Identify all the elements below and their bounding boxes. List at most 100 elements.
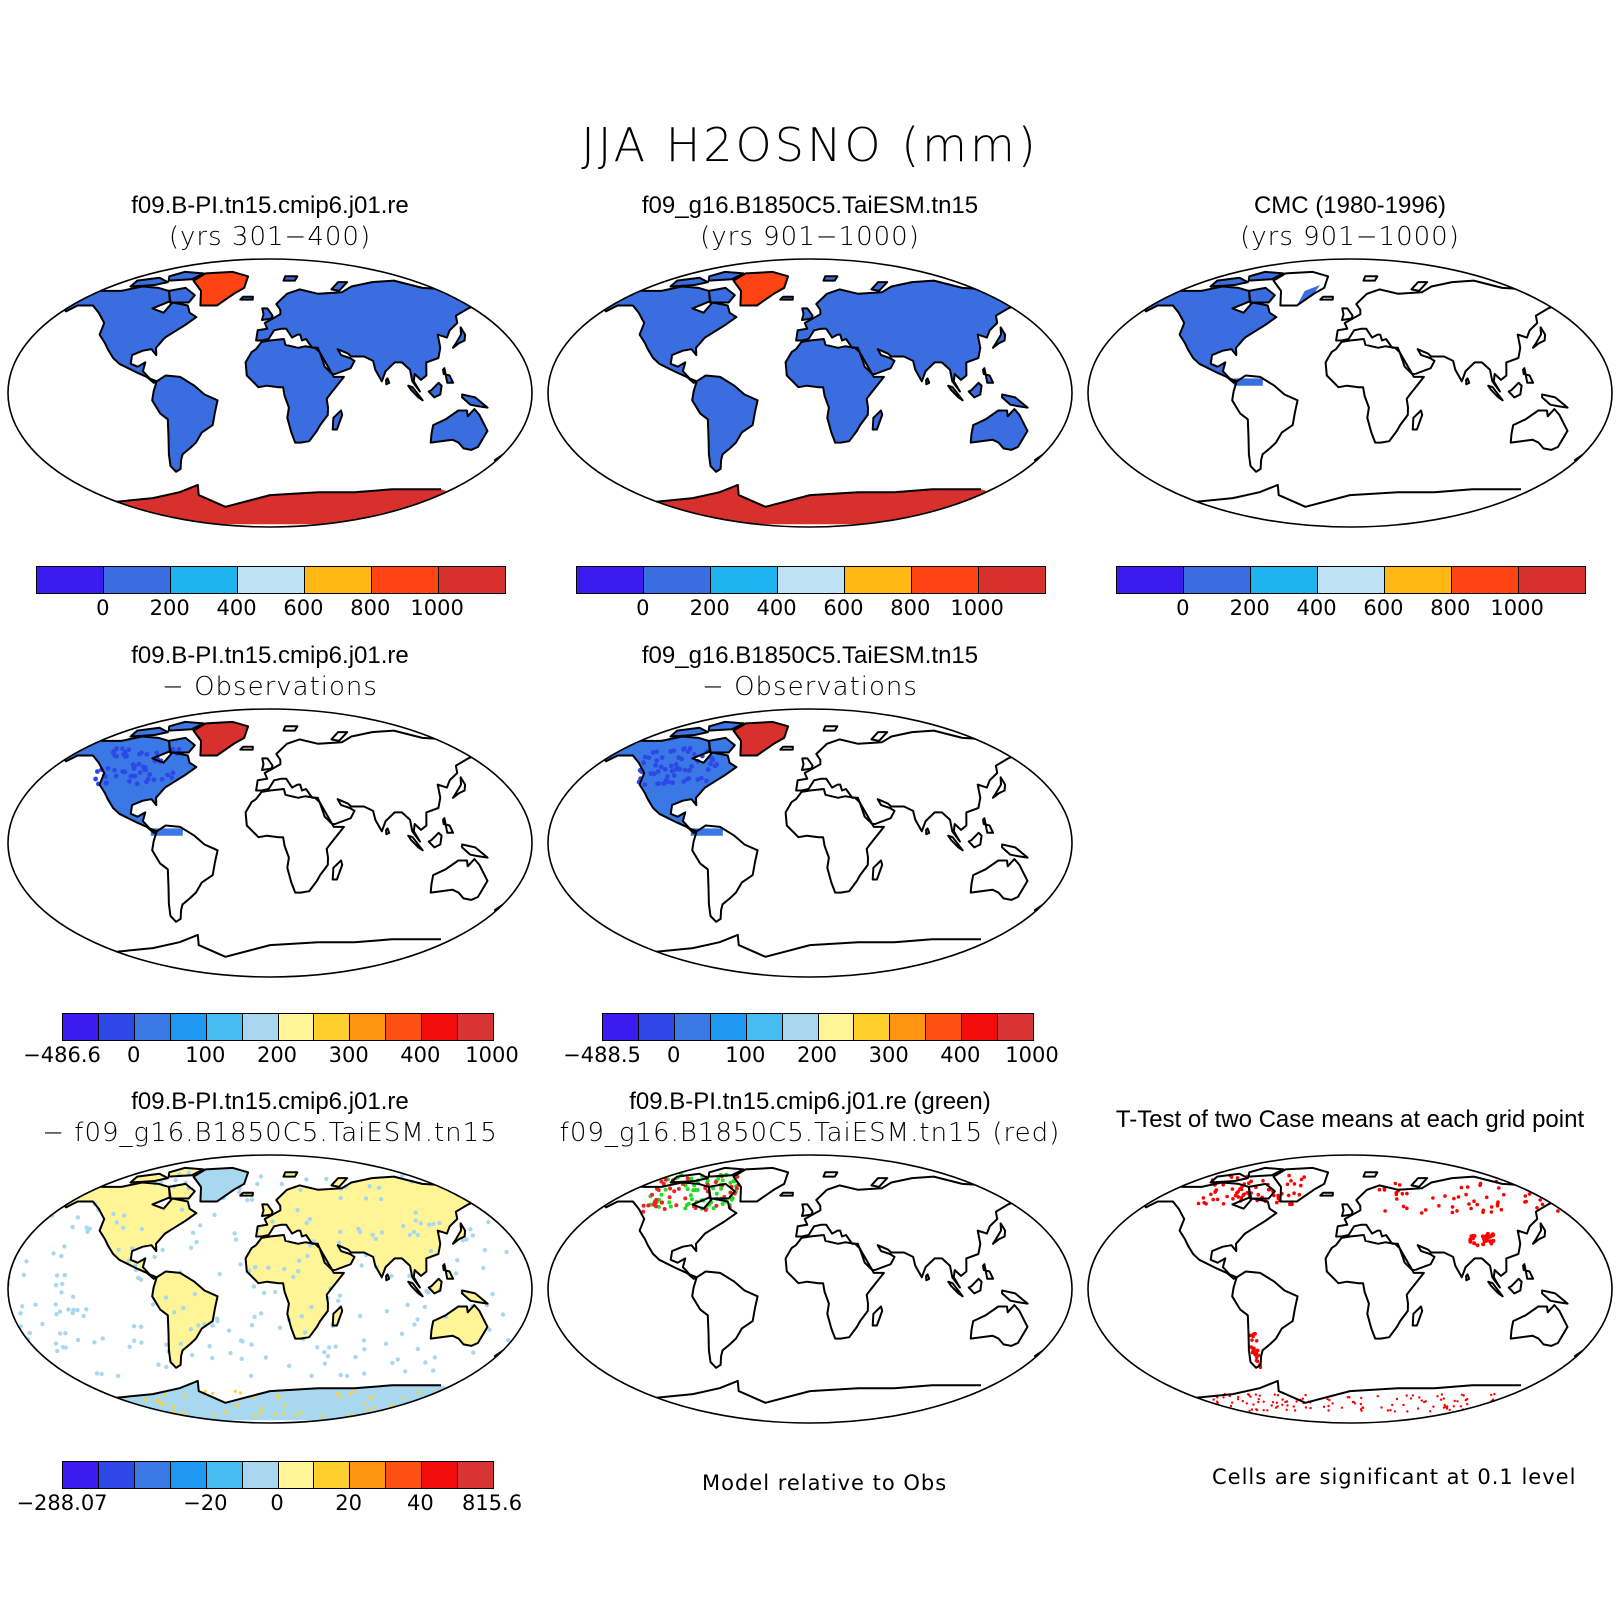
difference-cell bbox=[120, 1412, 124, 1416]
coastline-britain bbox=[801, 757, 814, 771]
region-africa-fill bbox=[785, 339, 884, 443]
significant-cell bbox=[1432, 1405, 1435, 1408]
map-content bbox=[600, 720, 1058, 958]
coastline-arctic_isl bbox=[129, 276, 169, 288]
coastline-africa bbox=[244, 338, 345, 444]
coastline-madagascar bbox=[1411, 409, 1424, 431]
coastline-antarctica bbox=[609, 933, 981, 958]
significant-cell bbox=[1459, 1405, 1463, 1408]
difference-cell bbox=[233, 1237, 239, 1242]
significant-cell bbox=[1254, 1358, 1259, 1363]
coastline-philippines bbox=[442, 367, 455, 384]
coastline-australia bbox=[1509, 1304, 1569, 1347]
case2-cell bbox=[654, 1197, 659, 1202]
significant-cell bbox=[1215, 1400, 1219, 1403]
region-baffin-fill bbox=[168, 737, 195, 753]
difference-cell bbox=[282, 1411, 286, 1415]
coastline-japan bbox=[451, 1222, 467, 1245]
anomaly-cell bbox=[139, 750, 144, 756]
difference-cell bbox=[348, 1392, 352, 1396]
anomaly-cell bbox=[705, 767, 711, 772]
significant-cell bbox=[1558, 1200, 1563, 1205]
anomaly-cell bbox=[689, 764, 694, 769]
difference-cell bbox=[389, 1273, 394, 1279]
difference-cell bbox=[194, 1239, 199, 1245]
colorbar-swatch bbox=[372, 567, 439, 593]
coastline-philippines bbox=[442, 1263, 455, 1280]
coastline-antarctica bbox=[1149, 483, 1521, 508]
case2-cell bbox=[663, 1177, 668, 1182]
colorbar-swatch bbox=[638, 1014, 675, 1040]
map-content bbox=[60, 720, 518, 958]
difference-cell bbox=[356, 1226, 361, 1232]
difference-cell bbox=[424, 1288, 429, 1294]
difference-cell bbox=[303, 1330, 308, 1335]
coastline-madagascar bbox=[1411, 1305, 1424, 1327]
difference-cell bbox=[94, 1371, 100, 1376]
difference-cell bbox=[226, 1328, 232, 1333]
coastline-africa bbox=[1324, 338, 1425, 444]
panel-title: f09.B-PI.tn15.cmip6.j01.re bbox=[131, 192, 409, 219]
case1-cell bbox=[667, 1200, 672, 1205]
anomaly-cell bbox=[169, 775, 175, 781]
difference-cell bbox=[471, 1350, 476, 1355]
colorbar-swatch bbox=[979, 567, 1045, 593]
difference-cell bbox=[62, 1244, 67, 1249]
significant-cell bbox=[1380, 1406, 1383, 1409]
difference-cell bbox=[359, 1263, 364, 1268]
coastline-baffin bbox=[167, 1182, 196, 1200]
significant-cell bbox=[1395, 1197, 1399, 1201]
significant-cell bbox=[1471, 1236, 1475, 1241]
colorbar-swatch bbox=[98, 1014, 135, 1040]
significant-cell bbox=[1253, 1332, 1257, 1336]
difference-cell bbox=[186, 1170, 192, 1175]
significant-cell bbox=[1340, 1406, 1344, 1409]
coastline-novzem bbox=[870, 281, 889, 292]
difference-cell bbox=[139, 1340, 144, 1345]
significant-cell bbox=[1252, 1403, 1255, 1406]
colorbar-swatch bbox=[998, 1014, 1034, 1040]
coastline-sumatra bbox=[1487, 384, 1504, 402]
difference-cell bbox=[163, 1295, 169, 1300]
significant-cell bbox=[1490, 1393, 1493, 1397]
difference-cell bbox=[237, 1190, 242, 1195]
difference-cell bbox=[24, 1259, 29, 1264]
significant-cell bbox=[1213, 1190, 1217, 1194]
coastline-sumatra bbox=[947, 1280, 964, 1298]
difference-cell bbox=[294, 1414, 298, 1418]
significant-cell bbox=[1231, 1401, 1234, 1404]
anomaly-cell bbox=[669, 768, 675, 774]
coastline-srilanka bbox=[925, 1273, 931, 1282]
coastline-novzem bbox=[1410, 281, 1429, 292]
coastline-greenland bbox=[192, 720, 250, 757]
colorbar-label: 200 bbox=[1229, 596, 1270, 620]
coastline-africa bbox=[784, 338, 885, 444]
difference-cell bbox=[183, 1394, 187, 1399]
difference-cell bbox=[158, 1400, 162, 1404]
significant-cell bbox=[1289, 1179, 1293, 1183]
difference-cell bbox=[164, 1342, 169, 1347]
anomaly-cell bbox=[154, 750, 160, 756]
difference-cell bbox=[57, 1331, 63, 1336]
case2-cell bbox=[728, 1190, 733, 1195]
case2-cell bbox=[713, 1180, 718, 1185]
coastline-baffin bbox=[707, 286, 736, 304]
colorbar-label: 800 bbox=[350, 596, 391, 620]
anomaly-cell bbox=[653, 763, 658, 768]
difference-cell bbox=[233, 1389, 237, 1393]
difference-cell bbox=[75, 1337, 81, 1343]
coastline-southAmerica bbox=[691, 374, 759, 473]
coastline-novzem bbox=[330, 731, 349, 742]
colorbar-swatch bbox=[1519, 567, 1585, 593]
coastline-australia bbox=[969, 408, 1029, 451]
difference-cell bbox=[78, 1407, 82, 1411]
difference-cell bbox=[190, 1230, 196, 1235]
panel-subtitle: − f09_g16.B1850C5.TaiESM.tn15 bbox=[42, 1118, 498, 1148]
colorbar-swatch bbox=[962, 1014, 999, 1040]
difference-cell bbox=[224, 1410, 228, 1414]
difference-cell bbox=[338, 1229, 343, 1234]
difference-cell bbox=[466, 1400, 470, 1404]
difference-cell bbox=[379, 1230, 385, 1235]
difference-cell bbox=[291, 1274, 296, 1280]
significant-cell bbox=[1524, 1199, 1528, 1204]
